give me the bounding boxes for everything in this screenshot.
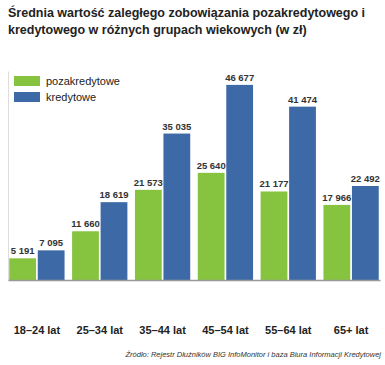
x-tick: 18–24 lat (14, 280, 61, 336)
legend-swatch (14, 92, 40, 102)
x-axis-line (9, 280, 381, 282)
x-tick-label: 18–24 lat (14, 324, 61, 336)
bar (352, 186, 379, 280)
bar (226, 85, 253, 280)
x-tick: 55–64 lat (265, 280, 312, 336)
x-axis: 18–24 lat 25–34 lat 35–44 lat 45–54 lat 55–6… (9, 280, 381, 336)
data-label: 7 095 (39, 237, 63, 248)
data-label: 5 191 (11, 245, 35, 256)
bar (261, 191, 288, 280)
x-tick: 65+ lat (334, 280, 369, 336)
bar (9, 258, 36, 280)
data-label: 25 640 (197, 160, 226, 171)
bars (9, 85, 378, 280)
x-tick-label: 55–64 lat (265, 324, 312, 336)
bar (72, 231, 99, 280)
legend-item: pozakredytowe (14, 75, 120, 87)
data-label: 46 677 (225, 72, 254, 83)
y-axis-line (8, 72, 9, 281)
data-label: 18 619 (99, 189, 128, 200)
y-axis (8, 72, 9, 281)
data-label: 21 573 (134, 177, 163, 188)
data-label: 41 474 (288, 94, 318, 105)
data-labels: 5 191 11 660 21 573 25 640 21 177 17 966 7 095… (11, 72, 380, 256)
legend-label: kredytowe (46, 91, 96, 103)
bar (323, 205, 350, 280)
bar (135, 190, 162, 280)
legend-label: pozakredytowe (46, 75, 120, 87)
x-tick-label: 25–34 lat (77, 324, 124, 336)
bar (163, 134, 190, 280)
legend-item: kredytowe (14, 91, 96, 103)
data-label: 21 177 (259, 178, 288, 189)
x-tick: 35–44 lat (139, 280, 186, 336)
x-tick-label: 65+ lat (334, 324, 369, 336)
data-label: 17 966 (322, 192, 351, 203)
title: Średnia wartość zaległego zobowiązania p… (8, 5, 365, 37)
legend: pozakredytowe kredytowe (14, 75, 120, 103)
x-tick-label: 35–44 lat (139, 324, 186, 336)
data-label: 11 660 (71, 218, 100, 229)
bar (101, 202, 128, 280)
chart: Średnia wartość zaległego zobowiązania p… (0, 0, 385, 365)
x-tick: 25–34 lat (77, 280, 124, 336)
x-tick: 45–54 lat (202, 280, 249, 336)
bar (198, 173, 225, 280)
x-tick-label: 45–54 lat (202, 324, 249, 336)
data-label: 22 492 (351, 173, 380, 184)
data-label: 35 035 (162, 121, 192, 132)
bar (289, 107, 316, 280)
legend-swatch (14, 76, 40, 86)
source: Źródło: Rejestr Dłużników BIG InfoMonito… (124, 350, 381, 359)
bar (38, 250, 65, 280)
plot: 5 191 11 660 21 573 25 640 21 177 17 966 7 095… (9, 72, 381, 336)
